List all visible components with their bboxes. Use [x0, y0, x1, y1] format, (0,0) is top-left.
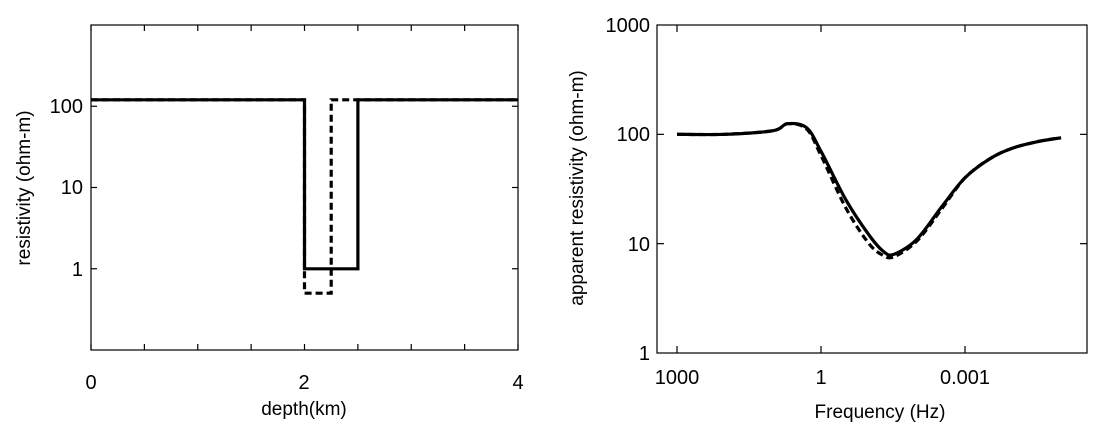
right-x-tick-labels: 1000 1 0.001: [655, 367, 990, 389]
chart-right: 1000 1 0.001 1000 100 10 1 Frequency (Hz…: [567, 15, 1088, 423]
chart-left: 0 2 4 100 10 1 depth(km) resistivity (oh…: [14, 24, 524, 420]
plot-frame-right: [656, 24, 1088, 354]
x-tick-label: 2: [298, 372, 309, 394]
x-tick-label: 4: [512, 372, 523, 394]
left-x-tick-labels: 0 2 4: [85, 372, 523, 394]
left-series: [91, 98, 518, 295]
x-tick-label: 0.001: [940, 367, 990, 389]
x-axis-label-left: depth(km): [261, 399, 347, 420]
left-y-tick-labels: 100 10 1: [50, 96, 83, 281]
y-tick-label: 10: [628, 234, 650, 256]
x-axis-label-right: Frequency (Hz): [815, 402, 946, 423]
right-series: [676, 121, 1062, 260]
x-tick-label: 0: [85, 372, 96, 394]
x-tick-label: 1: [815, 367, 826, 389]
right-y-tick-labels: 1000 100 10 1: [606, 15, 651, 365]
y-tick-label: 10: [61, 177, 83, 199]
y-axis-label-left: resistivity (ohm-m): [14, 110, 35, 265]
y-axis-label-right: apparent resistivity (ohm-m): [567, 70, 588, 305]
x-tick-label: 1000: [655, 367, 700, 389]
right-ticks: [657, 25, 1087, 353]
apparent-resistivity-line-solid: [676, 121, 1062, 257]
y-tick-label: 100: [50, 96, 83, 118]
resistivity-line-dashed: [91, 98, 518, 295]
apparent-resistivity-line-dashed: [676, 122, 1062, 260]
y-tick-label: 1: [72, 259, 83, 281]
y-tick-label: 100: [617, 124, 650, 146]
y-tick-label: 1: [639, 343, 650, 365]
y-tick-label: 1000: [606, 15, 651, 37]
left-ticks: [90, 25, 519, 350]
